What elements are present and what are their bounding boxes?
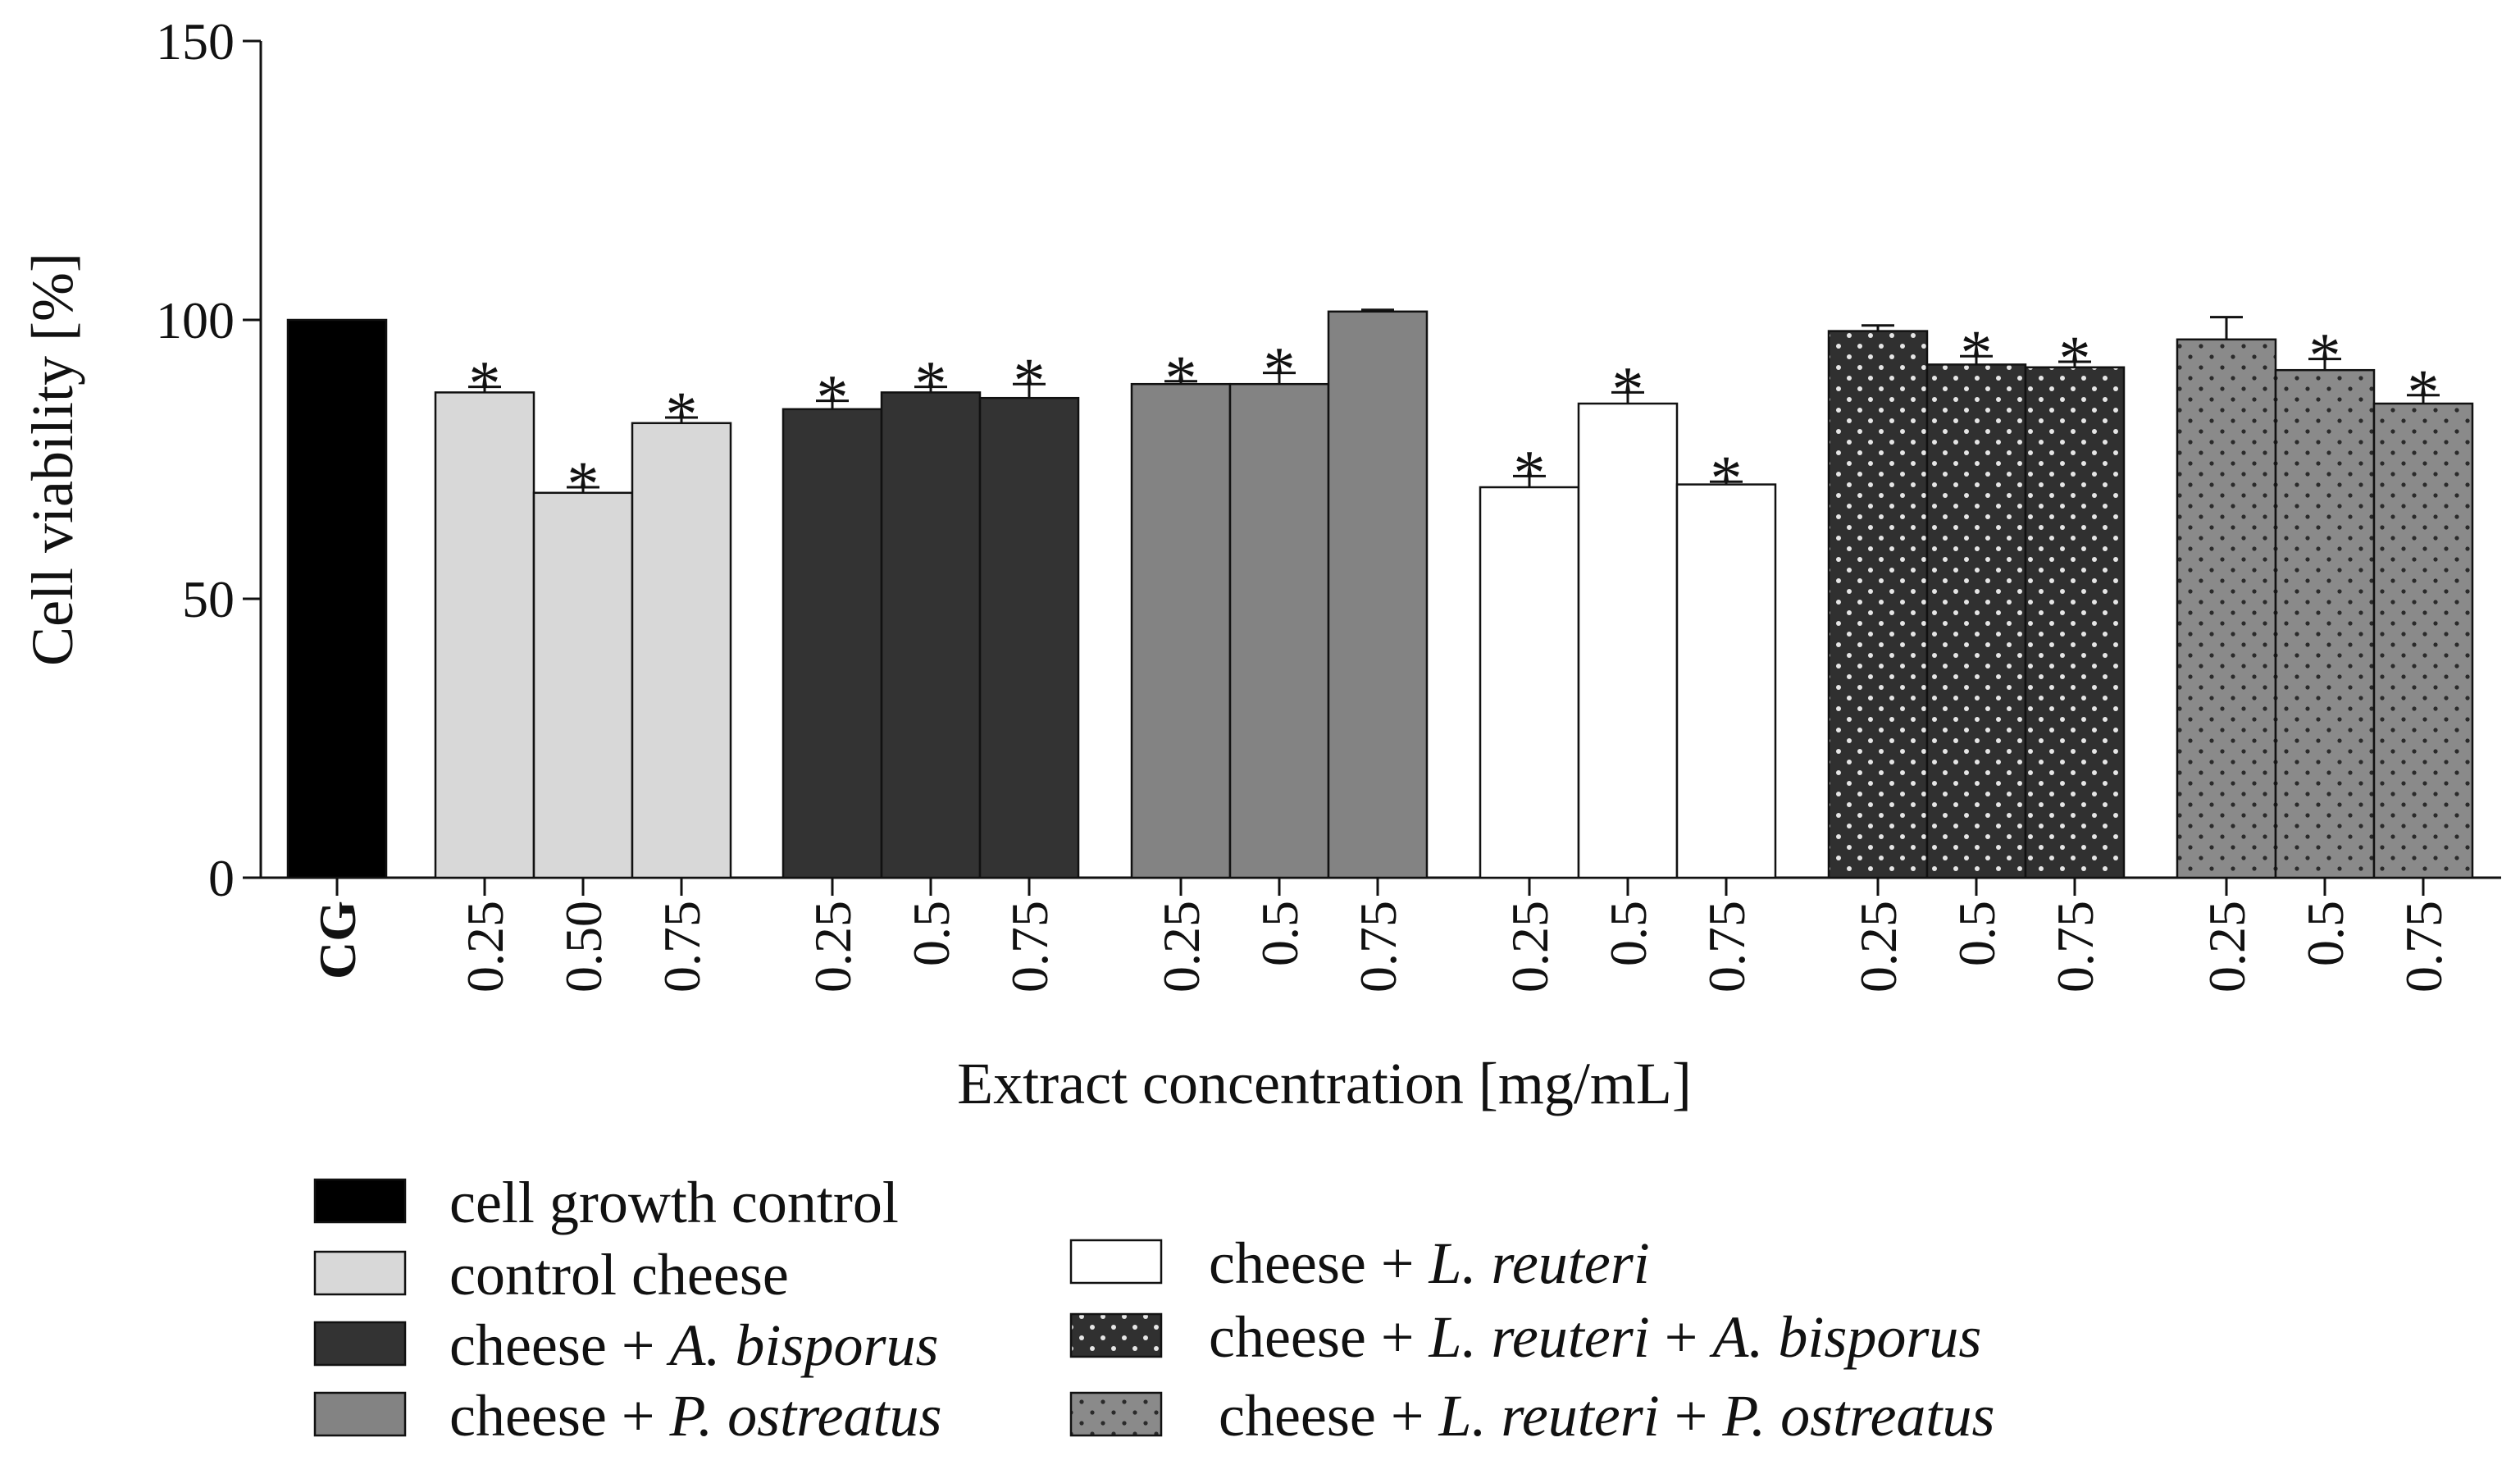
bar — [434, 391, 535, 879]
bar — [782, 408, 883, 879]
y-tick-label: 150 — [156, 12, 235, 71]
significance-marker: * — [567, 448, 599, 519]
bar — [978, 396, 1080, 879]
x-tick-label: 0.25 — [804, 901, 862, 993]
x-tick-label: 0.5 — [2296, 901, 2354, 966]
significance-marker: * — [1514, 436, 1546, 508]
significance-marker: * — [1014, 345, 1046, 416]
significance-marker: * — [2059, 322, 2091, 394]
legend-swatch — [313, 1391, 407, 1437]
x-tick-label: 0.75 — [1697, 901, 1756, 993]
significance-marker: * — [469, 348, 501, 419]
legend-label: cheese + A. bisporus — [449, 1312, 939, 1378]
significance-marker: * — [1961, 317, 1993, 388]
legend-label: cheese + L. reuteri + A. bisporus — [1209, 1304, 1981, 1370]
legend-swatch — [313, 1321, 407, 1367]
x-tick-label: 0.25 — [1849, 901, 1907, 993]
x-tick-label: 0.25 — [1501, 901, 1559, 993]
legend-label: cheese + L. reuteri — [1209, 1230, 1650, 1296]
plot-area: 0 50 100 150 Cell viability [%] CG * 0.25 * 0.50 *… — [20, 12, 2501, 1116]
bar — [2274, 368, 2376, 879]
bar — [1479, 486, 1580, 879]
significance-marker: * — [817, 362, 849, 433]
bar — [2176, 338, 2277, 879]
legend-swatch — [313, 1178, 407, 1224]
y-tick-label: 100 — [156, 291, 235, 349]
bar — [2372, 402, 2474, 879]
significance-marker: * — [666, 378, 698, 450]
y-tick-label: 50 — [182, 570, 235, 628]
x-tick-label: 0.5 — [1948, 901, 2006, 966]
legend-swatch — [1069, 1312, 1163, 1358]
bar — [1675, 483, 1777, 879]
bar — [286, 318, 388, 879]
x-tick-label: 0.25 — [456, 901, 514, 993]
legend-label: cell growth control — [449, 1170, 899, 1235]
bar — [1577, 402, 1679, 879]
bar — [1130, 382, 1232, 879]
bar — [1327, 310, 1429, 879]
significance-marker: * — [915, 348, 947, 419]
legend-label: cheese + P. ostreatus — [449, 1383, 942, 1449]
x-tick-label: 0.75 — [2046, 901, 2104, 993]
x-tick-label: 0.75 — [2395, 901, 2453, 993]
significance-marker: * — [2408, 356, 2440, 427]
significance-marker: * — [1165, 342, 1197, 413]
x-tick-label: 0.25 — [2198, 901, 2256, 993]
significance-marker: * — [2309, 320, 2341, 391]
legend-label: cheese + L. reuteri + P. ostreatus — [1219, 1383, 1994, 1449]
significance-marker: * — [1711, 442, 1743, 513]
bar — [1228, 382, 1330, 879]
significance-marker: * — [1612, 353, 1644, 424]
x-tick-label: 0.50 — [554, 901, 613, 993]
y-axis-title: Cell viability [%] — [20, 253, 85, 666]
bar — [880, 391, 982, 879]
x-tick-label: 0.5 — [902, 901, 960, 966]
bar — [631, 422, 732, 879]
x-tick-label: CG — [308, 901, 367, 979]
legend-swatch — [313, 1250, 407, 1296]
bar — [1827, 330, 1929, 879]
x-tick-label: 0.5 — [1251, 901, 1309, 966]
legend-label: control cheese — [449, 1242, 789, 1308]
x-tick-label: 0.75 — [1349, 901, 1407, 993]
significance-marker: * — [1264, 334, 1296, 405]
legend-swatch — [1069, 1239, 1163, 1285]
x-tick-label: 0.5 — [1599, 901, 1657, 966]
x-axis-title: Extract concentration [mg/mL] — [957, 1051, 1692, 1116]
bar — [532, 491, 634, 879]
x-tick-label: 0.25 — [1152, 901, 1210, 993]
y-tick-label: 0 — [208, 849, 235, 907]
bar — [2024, 366, 2126, 879]
legend-swatch — [1069, 1391, 1163, 1437]
x-tick-label: 0.75 — [1000, 901, 1059, 993]
bar — [1925, 363, 2027, 879]
x-tick-label: 0.75 — [653, 901, 711, 993]
